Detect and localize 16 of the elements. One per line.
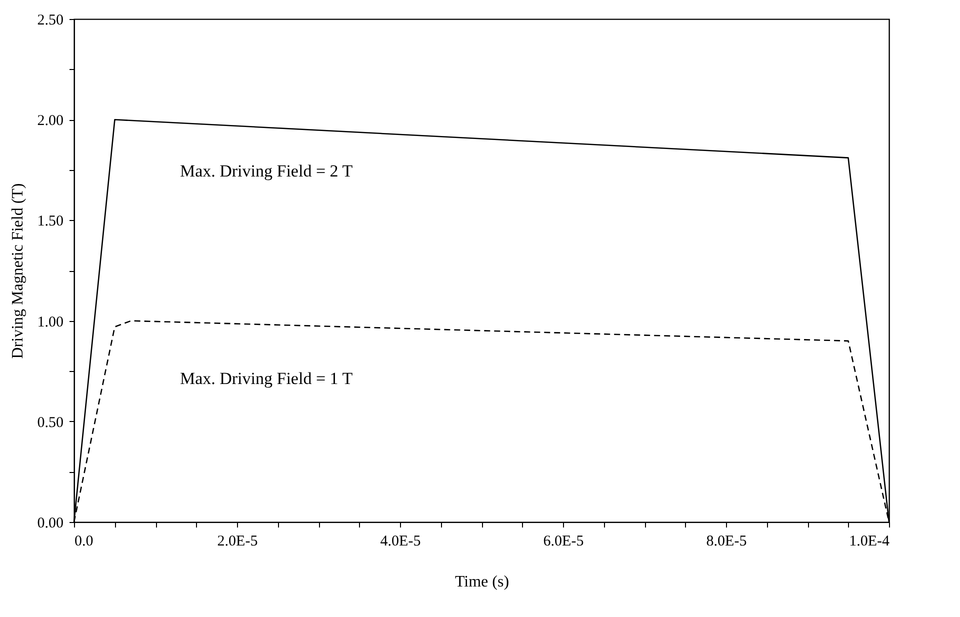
x-tick-label: 4.0E-5 <box>380 534 421 550</box>
x-tick-label: 2.0E-5 <box>217 534 258 550</box>
y-tick-label: 0.50 <box>37 414 64 431</box>
y-tick-label: 0.00 <box>37 516 64 532</box>
text: Max. Driving Field = 1 T <box>180 368 354 388</box>
x-tick-label: 8.0E-5 <box>706 534 747 550</box>
y-tick-label: 2.00 <box>37 113 64 130</box>
series-label: Max. Driving Field = 2 T <box>180 162 354 181</box>
y-tick-label: 1.50 <box>37 214 64 230</box>
x-tick-label: 6.0E-5 <box>543 534 584 550</box>
x-tick-label: 1.0E-4 <box>849 534 890 550</box>
y-axis-title: Driving Magnetic Field (T) <box>9 183 26 359</box>
y-tick-label: 2.50 <box>37 12 64 28</box>
x-tick-label: 0.0 <box>74 534 94 550</box>
y-tick-label: 1.00 <box>37 314 64 330</box>
x-axis-title: Time (s) <box>454 574 510 590</box>
